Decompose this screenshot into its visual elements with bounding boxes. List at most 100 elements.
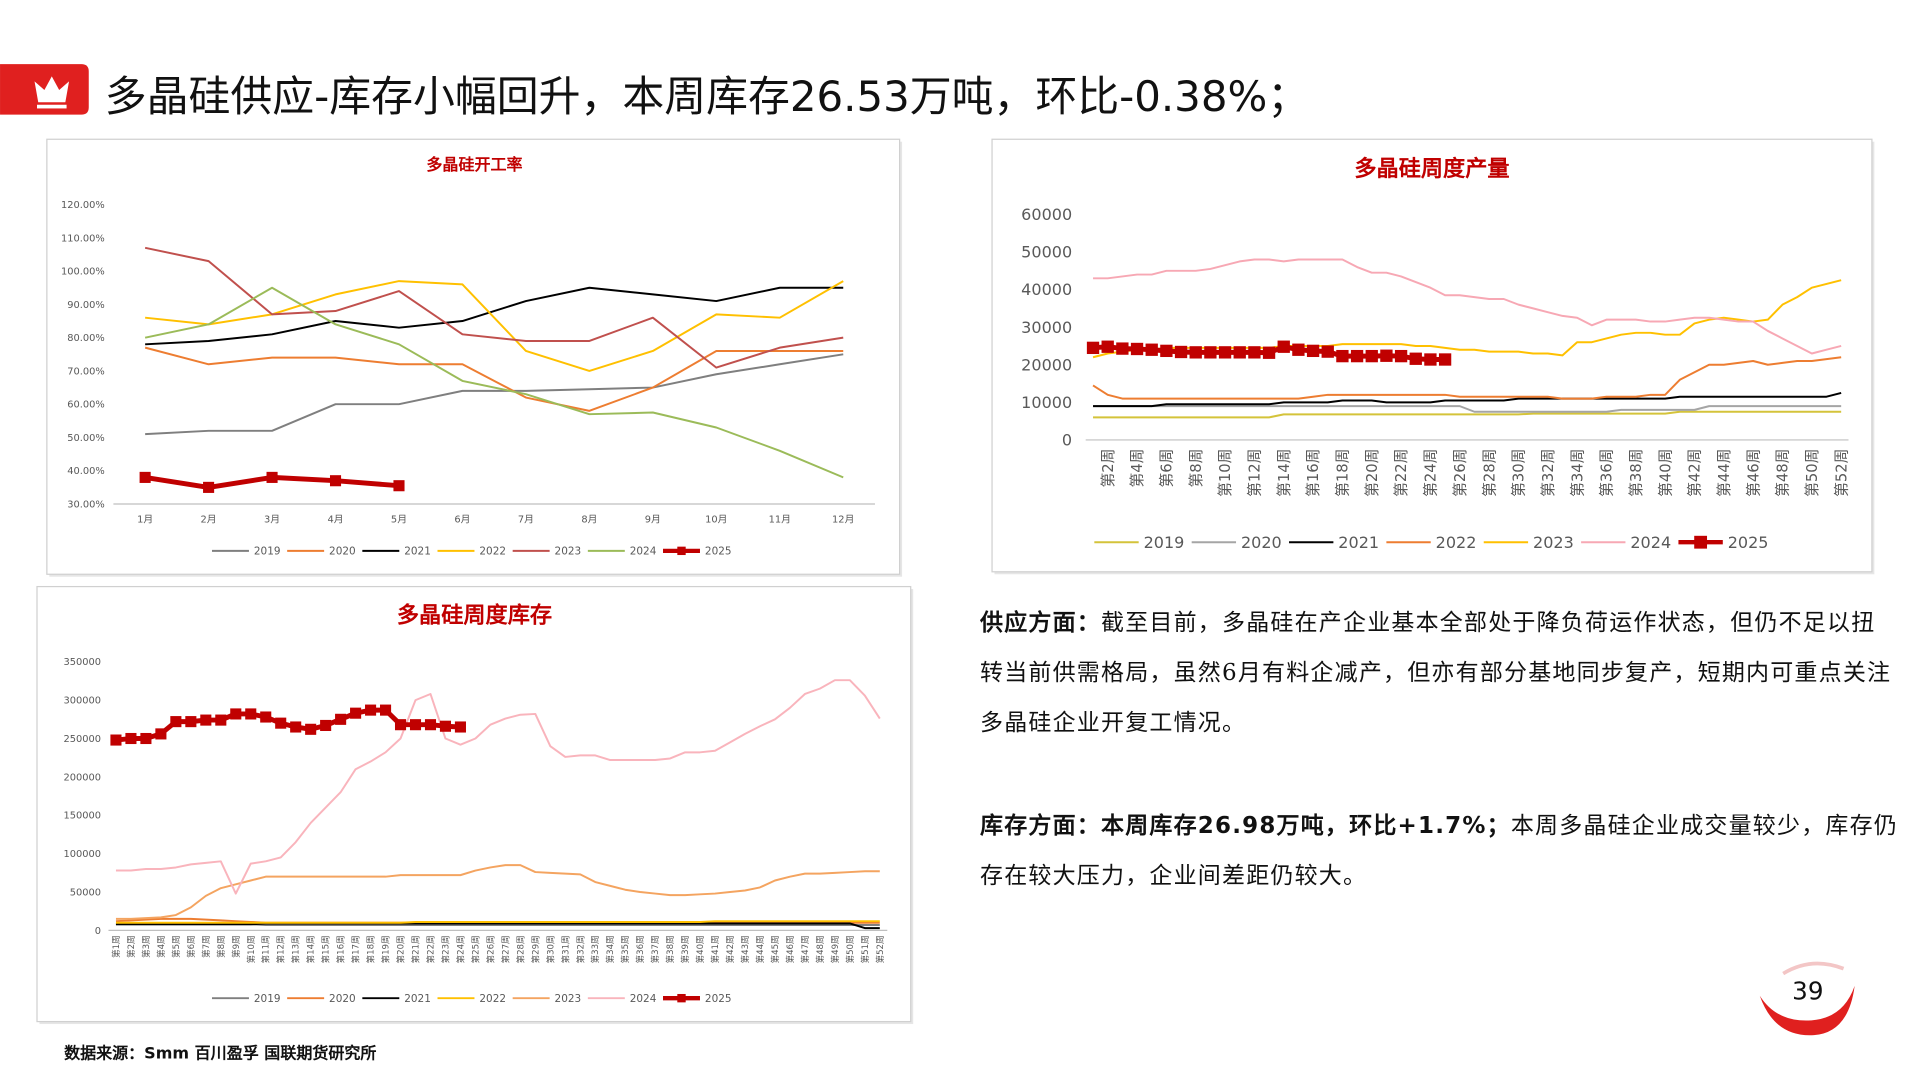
series-marker [1145, 343, 1158, 356]
legend-label: 2025 [1728, 533, 1769, 552]
y-tick-label: 90.00% [67, 300, 105, 311]
x-tick-label: 第15周 [320, 935, 332, 963]
series-marker [1350, 349, 1364, 363]
x-tick-label: 第44周 [1715, 449, 1733, 497]
series-marker [110, 734, 122, 746]
series-marker [155, 728, 167, 740]
x-tick-label: 第11周 [260, 935, 272, 963]
x-tick-label: 第46周 [784, 935, 796, 963]
crown-base [36, 104, 67, 109]
x-tick-label: 7月 [518, 513, 534, 525]
series-marker [1438, 353, 1452, 366]
x-tick-label: 6月 [454, 513, 470, 525]
header-badge [0, 64, 89, 115]
series-marker [1086, 341, 1100, 355]
x-tick-label: 第34周 [604, 935, 616, 963]
x-tick-label: 第52周 [1832, 449, 1850, 497]
x-tick-label: 第30周 [544, 935, 556, 963]
x-tick-label: 第51周 [859, 935, 871, 963]
x-tick-label: 第8周 [1187, 449, 1205, 488]
x-tick-label: 第29周 [529, 935, 541, 963]
x-tick-label: 第1周 [110, 935, 122, 958]
x-tick-label: 第10周 [245, 935, 257, 963]
x-tick-label: 第32周 [1539, 449, 1557, 497]
x-tick-label: 第40周 [1656, 449, 1674, 497]
y-tick-label: 0 [95, 926, 101, 937]
legend-marker [677, 546, 686, 556]
x-tick-label: 第48周 [814, 935, 826, 963]
y-tick-label: 350000 [63, 657, 101, 668]
x-tick-label: 4月 [327, 513, 343, 525]
chart-title: 多晶硅周度产量 [1354, 155, 1509, 182]
series-marker [230, 708, 242, 720]
x-tick-label: 12月 [832, 513, 854, 525]
series-marker [1394, 349, 1408, 363]
x-tick-label: 第24周 [1422, 449, 1440, 497]
legend-label: 2024 [630, 546, 657, 558]
legend-marker [1694, 535, 1708, 549]
x-tick-label: 第26周 [484, 935, 496, 963]
y-tick-label: 200000 [63, 772, 101, 783]
legend-label: 2024 [1630, 533, 1671, 552]
para-body: 截至目前，多晶硅在产企业基本全部处于降负荷运作状态，但仍不足以扭转当前供需格局，… [980, 610, 1892, 736]
series-marker [260, 711, 272, 723]
series-marker [1336, 349, 1349, 363]
x-tick-label: 第20周 [1363, 449, 1381, 497]
x-tick-label: 第21周 [410, 935, 422, 963]
legend-label: 2019 [1144, 533, 1185, 552]
series-marker [1160, 344, 1173, 358]
legend-label: 2020 [329, 546, 356, 558]
series-line [145, 286, 844, 346]
series-marker [245, 708, 257, 720]
x-tick-label: 第4周 [1128, 449, 1146, 488]
x-tick-label: 第9周 [230, 935, 242, 958]
x-tick-label: 第42周 [1686, 449, 1704, 497]
series-marker [1424, 353, 1437, 366]
series-line [1093, 410, 1842, 419]
page-swoosh-top [1782, 961, 1845, 976]
para-label: 库存方面： [980, 813, 1101, 839]
series-line [1092, 356, 1842, 400]
y-tick-label: 110.00% [61, 233, 105, 244]
x-tick-label: 第38周 [664, 935, 676, 963]
series-marker [1233, 346, 1246, 359]
legend-marker [677, 993, 686, 1003]
y-tick-label: 30000 [1021, 318, 1072, 337]
series-marker [1130, 342, 1144, 356]
y-tick-label: 250000 [63, 734, 101, 745]
series-marker [439, 720, 452, 732]
series-marker [380, 704, 392, 716]
series-marker [1218, 346, 1232, 359]
x-tick-label: 第45周 [769, 935, 781, 963]
legend-label: 2023 [555, 546, 582, 558]
x-tick-label: 第22周 [425, 935, 437, 963]
series-line [145, 353, 844, 436]
series-marker [1277, 340, 1290, 353]
crown-icon [34, 76, 70, 103]
series-marker [393, 480, 405, 492]
x-tick-label: 第18周 [1334, 449, 1352, 497]
series-marker [1380, 349, 1393, 362]
legend-label: 2021 [404, 546, 431, 558]
series-marker [1174, 345, 1188, 359]
x-tick-label: 第39周 [679, 935, 691, 963]
x-tick-label: 第38周 [1627, 449, 1645, 497]
series-marker [329, 475, 342, 487]
series-marker [125, 732, 137, 745]
x-tick-label: 第27周 [499, 935, 511, 963]
para-body: 本周多晶硅企业成交量较少，库存仍存在较大压力，企业间差距仍较大。 [980, 813, 1899, 889]
x-tick-label: 第44周 [754, 935, 766, 963]
x-tick-label: 第40周 [694, 935, 706, 963]
legend-label: 2025 [705, 993, 732, 1005]
series-marker [335, 713, 347, 725]
legend-label: 2020 [1241, 533, 1282, 552]
legend-label: 2022 [1436, 533, 1477, 552]
supply-paragraph: 供应方面：截至目前，多晶硅在产企业基本全部处于降负荷运作状态，但仍不足以扭转当前… [980, 598, 1898, 748]
x-tick-label: 第36周 [1598, 449, 1616, 497]
y-tick-label: 120.00% [61, 200, 105, 211]
x-tick-label: 第43周 [739, 935, 751, 963]
x-tick-label: 第22周 [1392, 449, 1410, 497]
x-tick-label: 第6周 [1158, 449, 1176, 488]
chart: 多晶硅周度库存 0 50000 100000 150000 200000 250000 300… [36, 585, 914, 1025]
